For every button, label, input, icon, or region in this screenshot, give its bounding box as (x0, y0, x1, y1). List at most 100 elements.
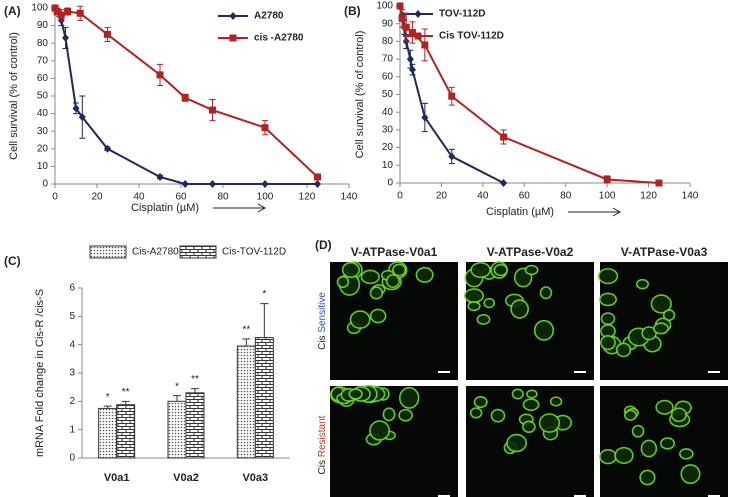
x-tick-label: 80 (560, 191, 572, 202)
y-tick-label: 100 (31, 3, 48, 14)
error-bar (242, 338, 251, 347)
cell (662, 309, 676, 322)
x-axis-title: Cisplatin (µM) (486, 206, 554, 218)
marker (72, 104, 80, 113)
error-bar (260, 303, 269, 338)
x-tick-label: 20 (436, 191, 448, 202)
y-tick-label: 80 (37, 38, 49, 49)
cell (522, 420, 536, 434)
y-tick-label: 20 (382, 142, 394, 153)
y-tick-label: 4 (69, 339, 75, 350)
y-tick-label: 50 (382, 89, 394, 100)
marker (57, 11, 65, 19)
marker (181, 180, 189, 188)
x-tick-label: 0 (397, 191, 403, 202)
marker (408, 65, 416, 74)
y-tick-label: 6 (69, 283, 75, 294)
cell (670, 407, 687, 423)
marker (414, 10, 422, 18)
micrograph (597, 262, 728, 380)
cell (382, 407, 396, 422)
y-tick-label: 3 (69, 368, 75, 379)
panel-label: (B) (344, 4, 361, 18)
x-tick-label: 140 (341, 192, 358, 203)
cell (635, 278, 650, 290)
cell (600, 312, 616, 326)
cell (369, 308, 387, 324)
cell (511, 388, 524, 400)
marker (104, 144, 111, 153)
cell (385, 274, 400, 289)
row-name: Resistant (317, 415, 328, 457)
column-title: V-ATPase-V0a3 (621, 245, 708, 259)
legend-swatch (179, 245, 217, 259)
marker (229, 12, 237, 20)
legend-label: TOV-112D (439, 9, 486, 20)
significance: ** (122, 387, 130, 398)
bar (236, 345, 256, 459)
error-bar (191, 388, 199, 393)
cell (490, 408, 506, 423)
x-tick-label: 40 (477, 191, 489, 202)
significance: * (106, 392, 110, 403)
cell (641, 326, 657, 341)
marker (406, 55, 414, 64)
y-tick-label: 30 (382, 125, 394, 136)
row-name: Sensitive (317, 292, 328, 333)
bar (116, 404, 136, 459)
cell (473, 396, 488, 409)
cell (360, 269, 380, 285)
y-tick-label: 70 (37, 55, 49, 66)
marker (448, 92, 456, 100)
panel-label: (D) (315, 238, 332, 252)
legend-label: Cis-TOV-112D (222, 247, 286, 258)
cell (538, 413, 561, 433)
y-tick-label: 20 (37, 143, 49, 154)
cell (369, 286, 384, 300)
marker (655, 179, 663, 187)
marker (603, 175, 611, 183)
marker (421, 41, 429, 49)
y-tick-label: 1 (69, 424, 75, 435)
x-axis-title: Cisplatin (µM) (131, 202, 199, 214)
marker (209, 180, 216, 188)
row-prefix: Cis (317, 460, 328, 474)
cell (659, 437, 676, 450)
x-tick-label: 140 (682, 191, 699, 202)
marker (261, 124, 269, 132)
cell (398, 408, 413, 422)
cell (679, 448, 694, 460)
marker (314, 180, 321, 188)
micrograph (329, 384, 458, 497)
cell (415, 266, 434, 283)
marker (396, 2, 404, 10)
cell (624, 409, 638, 421)
cell (599, 449, 617, 465)
cell (463, 288, 485, 304)
significance: * (175, 381, 179, 392)
cell (631, 424, 645, 438)
cell (469, 407, 483, 419)
x-tick-label: 60 (175, 192, 187, 203)
cell (599, 292, 617, 307)
marker (229, 34, 237, 42)
cell (655, 399, 674, 415)
cell (369, 420, 391, 441)
marker (448, 152, 456, 161)
cell (392, 263, 407, 277)
cell (341, 261, 360, 279)
x-tick-label: 120 (299, 192, 316, 203)
marker (156, 71, 164, 79)
marker (181, 94, 189, 102)
y-tick-label: 40 (37, 108, 49, 119)
y-tick-label: 0 (387, 178, 393, 189)
marker (76, 9, 84, 17)
cell (549, 396, 563, 407)
marker (421, 113, 429, 122)
cell (539, 286, 553, 300)
cell (533, 319, 555, 341)
x-tick-label: 40 (133, 192, 145, 203)
y-tick-label: 60 (37, 73, 49, 84)
y-tick-label: 10 (37, 161, 49, 172)
column-title: V-ATPase-V0a2 (487, 245, 574, 259)
